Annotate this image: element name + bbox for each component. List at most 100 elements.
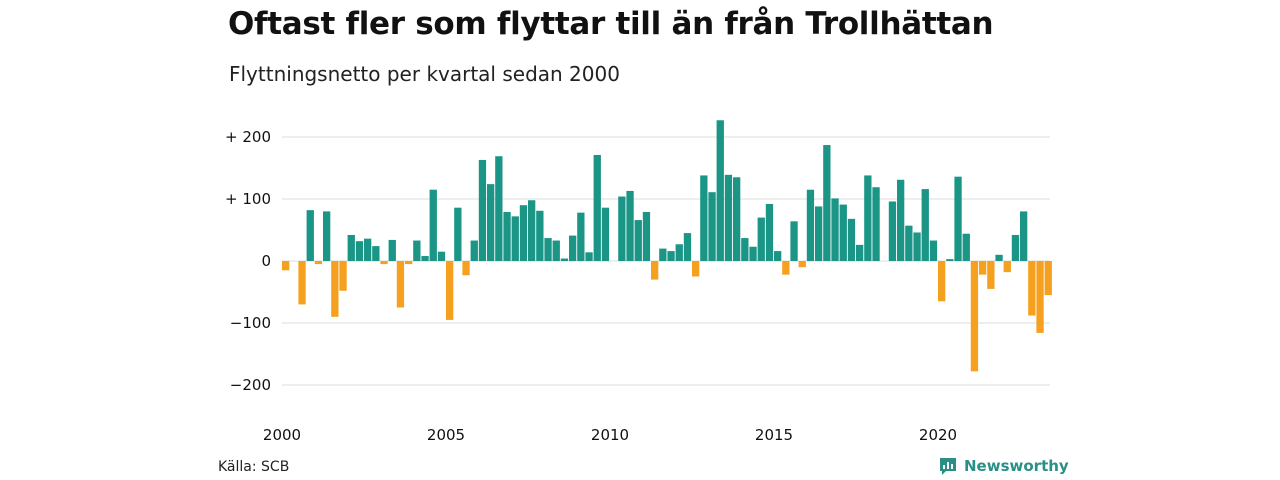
bar [626, 190, 634, 261]
bar [388, 239, 396, 261]
bar [765, 203, 774, 261]
bar [921, 189, 929, 261]
bar [716, 120, 724, 261]
bar [446, 261, 454, 320]
y-tick-label: −100 [230, 314, 271, 332]
y-tick-label: + 100 [225, 190, 271, 208]
bar [651, 261, 659, 280]
bar [323, 211, 331, 261]
bar [938, 261, 946, 302]
bar [618, 196, 626, 261]
bar [437, 251, 446, 261]
bar [282, 261, 290, 271]
bar [733, 177, 741, 261]
bar [724, 174, 733, 261]
bar [839, 204, 847, 261]
bar [979, 261, 987, 275]
bar [806, 189, 815, 261]
bar [470, 240, 478, 261]
bar [1020, 211, 1028, 261]
bar [372, 246, 380, 261]
bar [831, 198, 839, 261]
bar [364, 238, 372, 261]
chart-subtitle: Flyttningsnetto per kvartal sedan 2000 [229, 62, 620, 86]
bar [708, 192, 716, 261]
bar [314, 261, 323, 265]
bar [1028, 261, 1036, 316]
bar [798, 261, 806, 268]
bar [757, 217, 765, 261]
bar [987, 261, 995, 289]
bar [413, 240, 421, 261]
bar [511, 216, 519, 261]
bar [634, 220, 642, 261]
bar [577, 212, 585, 261]
bar [405, 261, 413, 265]
bar [970, 261, 979, 372]
bar [962, 233, 970, 261]
bar [1003, 261, 1011, 273]
bar [847, 218, 856, 261]
bar [1044, 261, 1052, 296]
bar [642, 212, 651, 261]
bar [888, 201, 897, 261]
bar [429, 189, 437, 261]
bar [454, 207, 462, 261]
bar [675, 244, 683, 261]
bar [601, 207, 610, 261]
chart-title: Oftast fler som flyttar till än från Tro… [228, 6, 994, 42]
brand-logo: Newsworthy [938, 456, 1069, 476]
x-tick-label: 2010 [591, 426, 629, 444]
bar [331, 261, 339, 317]
bar [536, 210, 544, 261]
brand-name: Newsworthy [964, 457, 1069, 475]
bar [298, 261, 306, 305]
x-tick-label: 2020 [919, 426, 957, 444]
bar [1011, 234, 1020, 261]
bar [913, 232, 921, 261]
bar [528, 200, 536, 261]
bar [872, 187, 880, 261]
bar [380, 261, 388, 265]
bar [823, 145, 831, 261]
bar [306, 210, 314, 261]
bar [946, 259, 954, 261]
bar [339, 261, 347, 291]
x-tick-label: 2005 [427, 426, 465, 444]
bar [815, 206, 823, 261]
bar [552, 240, 560, 261]
x-tick-label: 2015 [755, 426, 793, 444]
bar [749, 246, 757, 261]
bar [355, 241, 364, 261]
bar [954, 176, 962, 261]
bar [905, 225, 913, 261]
bar [503, 212, 511, 261]
bar [864, 175, 872, 261]
bar [774, 251, 782, 261]
bar [741, 238, 749, 261]
bar [683, 233, 692, 261]
y-tick-label: 0 [261, 252, 271, 270]
bar [929, 240, 938, 261]
bar [790, 221, 798, 261]
bar [995, 254, 1003, 261]
newsworthy-icon [940, 458, 956, 475]
bar [593, 154, 601, 261]
bar [856, 244, 864, 261]
bar [396, 261, 405, 308]
bar [667, 251, 675, 261]
bar [659, 248, 667, 261]
bar [487, 184, 495, 261]
bar [462, 261, 470, 276]
y-tick-label: + 200 [225, 128, 271, 146]
x-tick-label: 2000 [263, 426, 301, 444]
bar [560, 258, 569, 261]
bar [421, 256, 429, 261]
bar [347, 234, 355, 261]
bar [782, 261, 790, 275]
bar [569, 235, 577, 261]
bars [282, 120, 1052, 372]
bar [519, 205, 528, 261]
bar [897, 179, 905, 261]
bar [1036, 261, 1044, 333]
